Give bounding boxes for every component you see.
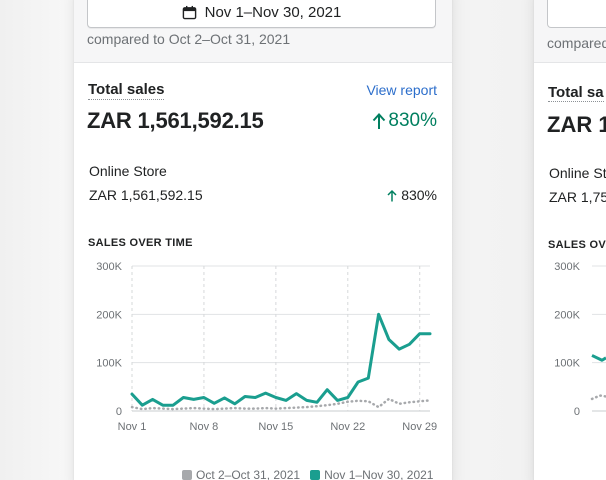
legend-swatch-current (310, 470, 321, 480)
channel-change-value: 830% (401, 187, 437, 203)
chart-heading: SALES OVER TIME (88, 237, 193, 249)
adjacent-y-tick-label: 0 (574, 406, 580, 418)
adjacent-y-tick-label: 200K (554, 309, 580, 321)
series-line-previous (130, 397, 432, 411)
x-tick-label: Nov 29 (402, 421, 437, 433)
adjacent-chart-heading: SALES OV (548, 239, 606, 251)
channel-change: 830% (387, 187, 437, 203)
comparison-text: compared to Oct 2–Oct 31, 2021 (87, 31, 291, 47)
total-sales-change-value: 830% (388, 110, 437, 131)
x-tick-label: Nov 8 (190, 421, 219, 433)
adjacent-card: compared Total sa ZAR 1, Online Sto ZAR … (534, 0, 606, 480)
legend-item-previous[interactable]: Oct 2–Oct 31, 2021 (182, 468, 300, 480)
total-sales-change: 830% (372, 110, 437, 132)
adjacent-card-header: compared (534, 0, 606, 63)
channel-name: Online Store (89, 163, 167, 179)
date-range-button[interactable]: Nov 1–Nov 30, 2021 (87, 0, 436, 28)
chart-legend: Oct 2–Oct 31, 2021 Nov 1–Nov 30, 2021 (182, 468, 433, 480)
adjacent-series-line-previous (590, 394, 606, 401)
y-tick-label: 300K (96, 261, 122, 273)
y-tick-label: 200K (96, 309, 122, 321)
adjacent-y-tick-label: 300K (554, 261, 580, 273)
sales-summary-card: Nov 1–Nov 30, 2021 compared to Oct 2–Oct… (74, 0, 452, 480)
x-tick-label: Nov 22 (330, 421, 365, 433)
adjacent-comparison-text: compared (547, 35, 606, 51)
total-sales-title[interactable]: Total sales (88, 81, 165, 100)
date-range-label: Nov 1–Nov 30, 2021 (204, 4, 342, 21)
channel-value: ZAR 1,561,592.15 (89, 187, 203, 203)
total-sales-value: ZAR 1,561,592.15 (87, 108, 264, 133)
legend-label-current: Nov 1–Nov 30, 2021 (324, 468, 434, 480)
y-tick-label: 0 (116, 406, 122, 418)
arrow-up-icon (373, 113, 386, 129)
x-tick-label: Nov 15 (258, 421, 293, 433)
adjacent-y-tick-label: 100K (554, 358, 580, 370)
calendar-icon (182, 5, 196, 20)
adjacent-channel-value: ZAR 1,759 (549, 189, 606, 205)
arrow-up-icon (387, 189, 397, 201)
card-header: Nov 1–Nov 30, 2021 compared to Oct 2–Oct… (74, 0, 452, 63)
adjacent-channel-name: Online Sto (549, 165, 606, 181)
legend-item-current[interactable]: Nov 1–Nov 30, 2021 (310, 468, 433, 480)
y-tick-label: 100K (96, 358, 122, 370)
view-report-link[interactable]: View report (366, 82, 437, 98)
legend-swatch-previous (182, 470, 192, 480)
adjacent-sales-chart: 300K 200K 100K 0 (554, 261, 606, 418)
adjacent-date-range-button[interactable] (547, 0, 606, 28)
adjacent-total-sales-title[interactable]: Total sa (548, 84, 604, 102)
adjacent-series-line-current (591, 354, 606, 362)
sales-over-time-chart: 0 100K 200K 300K Nov 1 Nov 8 Nov 15 Nov 22 Nov 2… (96, 261, 437, 433)
series-line-current (130, 312, 432, 407)
adjacent-total-value: ZAR 1, (547, 112, 606, 137)
legend-label-previous: Oct 2–Oct 31, 2021 (196, 468, 301, 480)
x-tick-label: Nov 1 (118, 421, 147, 433)
